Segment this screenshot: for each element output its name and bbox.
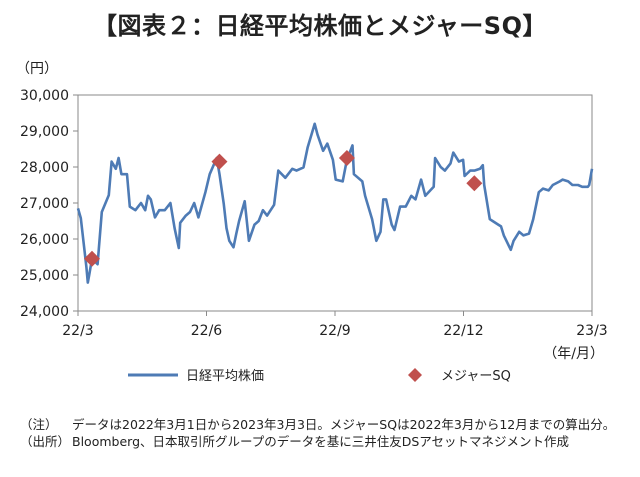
note-tag: （注） <box>20 417 58 432</box>
x-tick-label: 22/9 <box>319 323 350 339</box>
x-tick-label: 22/12 <box>443 323 483 339</box>
note-text: データは2022年3月1日から2023年3月3日。メジャーSQは2022年3月か… <box>72 417 616 432</box>
y-tick-label: 30,000 <box>20 88 69 104</box>
nikkei-line <box>76 122 594 284</box>
y-tick-label: 29,000 <box>20 124 69 140</box>
sq-marker <box>338 150 355 166</box>
chart-title: 【図表２：日経平均株価とメジャーSQ】 <box>93 12 547 40</box>
legend-diamond-swatch <box>408 368 422 382</box>
note-row: （出所） Bloomberg、日本取引所グループのデータを基に三井住友DSアセッ… <box>20 433 630 450</box>
chart: （円） （年/月） 24,000 25,000 26,000 27,000 28,000… <box>16 61 608 384</box>
x-unit-label: （年/月） <box>543 346 604 362</box>
sq-marker <box>466 175 483 192</box>
y-tick-label: 24,000 <box>20 304 69 320</box>
y-tick-label: 27,000 <box>20 196 69 212</box>
x-tick-label: 22/3 <box>62 323 93 339</box>
y-tick-label: 28,000 <box>20 160 69 176</box>
notes: （注） データは2022年3月1日から2023年3月3日。メジャーSQは2022… <box>20 416 630 450</box>
legend-label: 日経平均株価 <box>186 369 264 384</box>
note-row: （注） データは2022年3月1日から2023年3月3日。メジャーSQは2022… <box>20 416 630 433</box>
legend-label: メジャーSQ <box>441 369 511 384</box>
source-text: Bloomberg、日本取引所グループのデータを基に三井住友DSアセットマネジメ… <box>72 434 570 449</box>
plot-area-border <box>77 94 593 312</box>
y-tick-label: 26,000 <box>20 232 69 248</box>
sq-marker <box>84 250 101 267</box>
source-tag: （出所） <box>20 434 71 449</box>
sq-marker <box>211 153 228 170</box>
x-tick-label: 23/3 <box>576 323 607 339</box>
y-unit-label: （円） <box>16 61 58 77</box>
x-tick-label: 22/6 <box>191 323 223 339</box>
y-tick-label: 25,000 <box>20 268 69 284</box>
